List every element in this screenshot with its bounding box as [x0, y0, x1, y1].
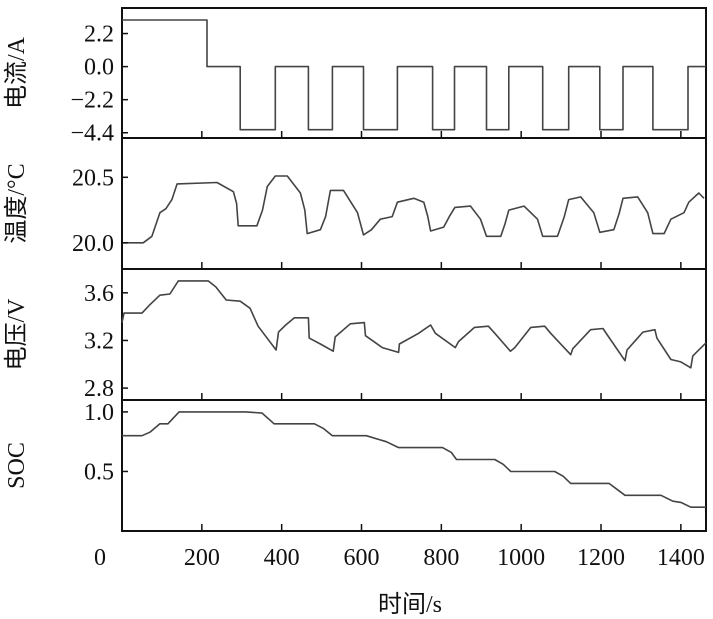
voltage-series-line: [121, 280, 707, 369]
panel-voltage: 3.6 3.2 2.8 电压/V: [3, 268, 707, 402]
y-tick-label: −2.2: [70, 88, 114, 114]
y-tick-label: 0.5: [84, 459, 114, 485]
panel-frame: [121, 268, 707, 401]
panel-soc: 1.0 0.5 SOC: [4, 399, 707, 532]
panel-frame: [121, 137, 707, 270]
x-tick-label: 0: [94, 545, 106, 571]
y-tick-label: 2.2: [84, 22, 114, 48]
temperature-axis-label: 温度/°C: [3, 163, 30, 243]
panel-current: 2.2 0.0 −2.2 −4.4 电流/A: [3, 7, 707, 147]
panel-temperature: 20.5 20.0 温度/°C: [3, 137, 707, 270]
panel-frame: [121, 399, 707, 532]
x-tick-label: 400: [264, 545, 300, 571]
y-tick-label: −4.4: [70, 121, 114, 147]
x-tick-label: 1400: [657, 545, 705, 571]
current-axis-label: 电流/A: [3, 36, 30, 109]
current-series-line: [122, 19, 706, 131]
x-tick-label: 600: [344, 545, 380, 571]
panel-frame: [121, 7, 707, 139]
x-tick-label: 1200: [577, 545, 625, 571]
soc-axis-label: SOC: [4, 442, 30, 489]
voltage-axis-label: 电压/V: [3, 298, 30, 371]
y-tick-label: 1.0: [84, 400, 114, 426]
x-tick-label: 800: [423, 545, 459, 571]
y-tick-label: 0.0: [84, 55, 114, 81]
y-tick-label: 3.2: [84, 328, 114, 354]
y-tick-label: 2.8: [84, 376, 114, 402]
y-tick-label: 20.5: [72, 165, 114, 191]
temperature-series-line: [122, 175, 705, 244]
y-tick-label: 20.0: [72, 231, 114, 257]
soc-series-line: [122, 411, 706, 508]
x-tick-label: 200: [184, 545, 220, 571]
x-tick-label: 1000: [497, 545, 545, 571]
y-tick-label: 3.6: [84, 281, 114, 307]
x-axis-label: 时间/s: [378, 591, 442, 618]
